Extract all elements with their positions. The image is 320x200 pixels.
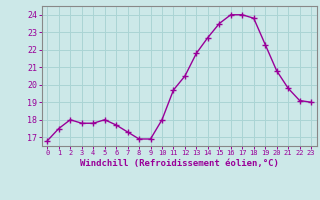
X-axis label: Windchill (Refroidissement éolien,°C): Windchill (Refroidissement éolien,°C) bbox=[80, 159, 279, 168]
